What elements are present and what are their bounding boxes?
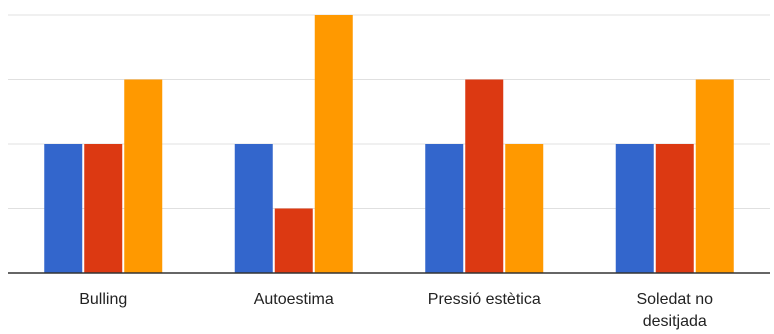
- bar-series-2-category-3[interactable]: [465, 79, 504, 274]
- x-tick-label: Soledat no desitjada: [636, 291, 713, 330]
- x-tick-label: Autoestima: [254, 291, 334, 308]
- bar-series-3-category-1[interactable]: [124, 79, 163, 274]
- gridlines: [8, 14, 770, 209]
- x-tick-labels: Bulling Autoestima Pressió estètica Soledat…: [79, 291, 713, 330]
- bar-series-3-category-4[interactable]: [695, 79, 734, 274]
- bar-series-1-category-1[interactable]: [44, 144, 83, 273]
- bar-series-2-category-1[interactable]: [84, 144, 123, 273]
- bar-series-1-category-3[interactable]: [425, 144, 464, 273]
- x-tick-label: Pressió estètica: [428, 291, 541, 308]
- bar-series-2-category-2[interactable]: [274, 208, 313, 274]
- bar-series-3-category-2[interactable]: [314, 15, 353, 273]
- bar-series-1-category-4[interactable]: [615, 144, 654, 273]
- bar-series-3-category-3[interactable]: [505, 144, 544, 273]
- bars: [44, 15, 734, 273]
- x-tick-label: Bulling: [79, 291, 127, 308]
- bar-series-1-category-2[interactable]: [234, 144, 273, 273]
- bar-series-2-category-4[interactable]: [655, 144, 694, 273]
